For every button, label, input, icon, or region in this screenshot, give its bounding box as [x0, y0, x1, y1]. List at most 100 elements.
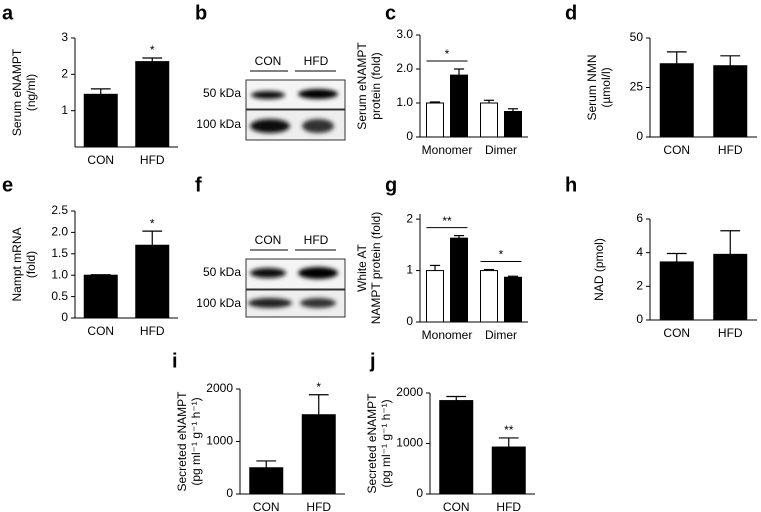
bar	[450, 74, 468, 138]
x-tick-label: CON	[663, 326, 690, 340]
panel-letter: a	[2, 2, 14, 24]
panel-letter: d	[565, 2, 577, 24]
x-tick-label: Monomer	[422, 143, 473, 157]
x-tick-label: CON	[87, 153, 114, 167]
significance-label: **	[442, 214, 452, 228]
y-tick-label: 1	[406, 263, 413, 277]
bar	[135, 244, 170, 319]
y-tick-label: 0	[636, 129, 643, 143]
y-axis-label: Serum eNAMPT	[355, 42, 369, 130]
panel-letter: b	[195, 2, 207, 24]
y-tick-label: 50	[630, 30, 644, 44]
panel-letter: g	[385, 174, 397, 196]
y-tick-label: 2.5	[51, 203, 68, 217]
band-label: 100 kDa	[196, 117, 241, 131]
y-tick-label: 0	[226, 486, 233, 500]
significance-label: *	[150, 216, 155, 230]
y-axis-label: NAMPT protein (fold)	[369, 212, 383, 324]
y-axis-label: Nampt mRNA	[10, 227, 24, 301]
x-tick-label: HFD	[718, 143, 743, 157]
x-tick-label: CON	[253, 500, 280, 512]
bar	[83, 93, 118, 148]
panel-letter: h	[565, 174, 577, 196]
lane-label: CON	[255, 54, 282, 68]
x-tick-label: HFD	[140, 153, 165, 167]
y-axis-label: (pg ml⁻¹ g⁻¹ h⁻¹)	[379, 399, 393, 487]
y-tick-label: 2000	[396, 385, 423, 399]
blot-f-image	[245, 249, 346, 318]
bar	[659, 63, 694, 138]
bar	[491, 446, 526, 495]
x-tick-label: CON	[443, 500, 470, 512]
y-tick-label: 1	[61, 103, 68, 117]
y-tick-label: 1000	[206, 434, 233, 448]
y-tick-label: 3	[61, 30, 68, 44]
y-tick-label: 3.0	[396, 27, 413, 41]
x-tick-label: Dimer	[485, 328, 517, 342]
y-tick-label: 0	[406, 129, 413, 143]
x-tick-label: HFD	[496, 500, 521, 512]
bar	[83, 274, 118, 319]
y-tick-label: 1000	[396, 436, 423, 450]
y-tick-label: 0	[61, 310, 68, 324]
bar	[249, 467, 284, 495]
panel-letter: i	[172, 350, 178, 372]
y-axis-label: (pg ml⁻¹ g⁻¹ h⁻¹)	[189, 397, 203, 485]
bar	[713, 65, 748, 138]
y-axis-label: White AT	[355, 243, 369, 291]
y-tick-label: 1.0	[51, 267, 68, 281]
band-label: 50 kDa	[203, 86, 241, 100]
band-label: 50 kDa	[203, 265, 241, 279]
panel-letter: c	[385, 2, 396, 24]
significance-label: *	[316, 380, 321, 394]
y-tick-label: 1.5	[51, 246, 68, 260]
y-tick-label: 0	[406, 314, 413, 328]
y-tick-label: 6	[636, 211, 643, 225]
y-tick-label: 2	[406, 211, 413, 225]
x-tick-label: CON	[663, 143, 690, 157]
y-axis-label: (fold)	[24, 251, 38, 278]
x-tick-label: CON	[87, 324, 114, 338]
bar	[439, 400, 474, 495]
y-axis-label: (µmol/l)	[599, 67, 613, 107]
bar	[504, 276, 522, 323]
y-axis-label: protein (fold)	[369, 52, 383, 119]
blot-b-image	[245, 70, 346, 141]
y-tick-label: 2.0	[51, 225, 68, 239]
band-label: 100 kDa	[196, 296, 241, 310]
bar	[713, 253, 748, 321]
y-tick-label: 0	[416, 486, 423, 500]
y-tick-label: 2.0	[396, 61, 413, 75]
y-tick-label: 1.0	[396, 95, 413, 109]
y-axis-label: Serum eNAMPT	[10, 48, 24, 136]
bar	[659, 261, 694, 321]
bar	[480, 270, 498, 323]
y-axis-label: (ng/ml)	[24, 74, 38, 111]
y-tick-label: 2000	[206, 381, 233, 395]
x-tick-label: HFD	[306, 500, 331, 512]
panel-letter: j	[369, 350, 376, 372]
lane-label: CON	[255, 233, 282, 247]
bar	[504, 111, 522, 138]
y-tick-label: 2	[61, 67, 68, 81]
y-tick-label: 4	[636, 245, 643, 259]
bar	[426, 270, 444, 323]
y-tick-label: 0.5	[51, 289, 68, 303]
significance-label: **	[504, 423, 514, 437]
y-axis-label: Serum NMN	[585, 54, 599, 120]
bar	[301, 414, 336, 495]
x-tick-label: Monomer	[422, 328, 473, 342]
y-axis-label: Secreted eNAMPT	[365, 393, 379, 494]
bar	[450, 237, 468, 323]
significance-label: *	[150, 43, 155, 57]
x-tick-label: Dimer	[485, 143, 517, 157]
x-tick-label: HFD	[140, 324, 165, 338]
bar	[480, 102, 498, 138]
panel-letter: f	[195, 174, 202, 196]
y-tick-label: 25	[630, 80, 644, 94]
lane-label: HFD	[304, 233, 329, 247]
bar	[426, 102, 444, 138]
significance-label: *	[499, 248, 504, 262]
bar	[135, 61, 170, 148]
